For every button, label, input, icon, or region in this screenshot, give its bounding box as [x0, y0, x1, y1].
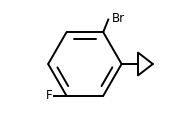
Text: Br: Br	[112, 12, 125, 25]
Text: F: F	[46, 89, 53, 102]
